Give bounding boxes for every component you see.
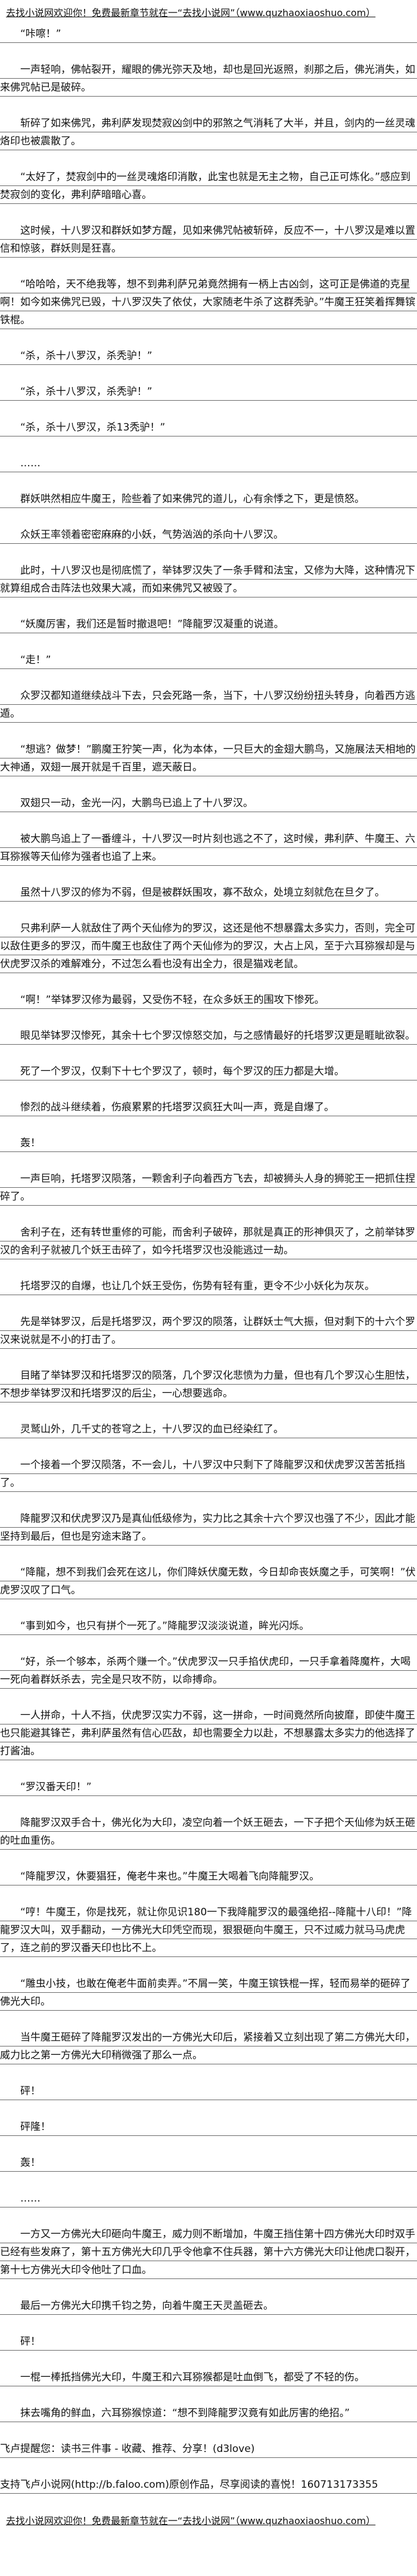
paragraph: …… (0, 454, 417, 472)
footer-support: 支持飞卢小说网(http://b.faloo.com)原创作品，尽享阅读的喜悦！… (0, 2476, 417, 2494)
site-banner-link-bottom[interactable]: 去找小说网欢迎你！免费最新章节就在一“去找小说网”（www.quzhaoxiao… (6, 2515, 376, 2527)
paragraph: 砰！ (0, 2082, 417, 2100)
paragraph: “杀，杀十八罗汉，杀秃驴！” (0, 347, 417, 365)
paragraph: 一人拼命，十人不挡，伏虎罗汉实力不弱，这一拼命，一时间竟然所向披靡，即使牛魔王也… (0, 1707, 417, 1760)
chapter-content: “咔嚓！” 一声轻响，佛帖裂开，耀眼的佛光弥天及地，却也是回光返照，刹那之后，佛光… (0, 25, 417, 2422)
paragraph: 一声巨响，托塔罗汉陨落，一颗舍利子向着西方飞去，却被狮头人身的狮驼王一把抓住捏碎… (0, 1170, 417, 1206)
paragraph: 舍利子在，还有转世重修的可能，而舍利子破碎，那就是真正的形神俱灭了，之前举钵罗汉… (0, 1224, 417, 1259)
paragraph: “降龍，想不到我们会死在这儿，你们降妖伏魔无数，今日却命丧妖魔之手，可笑啊！”伏… (0, 1563, 417, 1599)
paragraph: “雕虫小技，也敢在俺老牛面前卖弄。”不屑一笑，牛魔王镔铁棍一挥，轻而易举的砸碎了… (0, 1975, 417, 2011)
paragraph: 只弗利萨一人就敌住了两个天仙修为的罗汉，这还是他不想暴露太多实力，否则，完全可以… (0, 919, 417, 973)
paragraph: 目睹了举钵罗汉和托塔罗汉的陨落，几个罗汉化悲愤为力量，但也有几个罗汉心生胆怯，不… (0, 1367, 417, 1402)
paragraph: “好，杀一个够本，杀两个赚一个。”伏虎罗汉一只手掐伏虎印，一只手拿着降魔杵，大喝… (0, 1653, 417, 1689)
paragraph: 此时，十八罗汉也是彻底慌了，举钵罗汉失了一条手臂和法宝，又修为大降，这种情况下就… (0, 562, 417, 597)
paragraph: 托塔罗汉的自爆，也让几个妖王受伤，伤势有轻有重，更令不少小妖化为灰灰。 (0, 1277, 417, 1295)
paragraph: 灵鹫山外，几千丈的苍穹之上，十八罗汉的血已经染红了。 (0, 1420, 417, 1438)
paragraph: “想逃？做梦！”鹏魔王狞笑一声，化为本体，一只巨大的金翅大鹏鸟，又施展法天相地的… (0, 741, 417, 776)
paragraph: 降龍罗汉和伏虎罗汉乃是真仙低级修为，实力比之其余十六个罗汉也强了不少，因此才能坚… (0, 1510, 417, 1546)
paragraph: 最后一方佛光大印携千钧之势，向着牛魔王天灵盖砸去。 (0, 2297, 417, 2315)
paragraph: 当牛魔王砸碎了降龍罗汉发出的一方佛光大印后，紧接着又立刻出现了第二方佛光大印，威… (0, 2029, 417, 2064)
paragraph: 一个接着一个罗汉陨落，不一会儿，十八罗汉中只剩下了降龍罗汉和伏虎罗汉苦苦抵挡了。 (0, 1456, 417, 1492)
paragraph: 先是举钵罗汉，后是托塔罗汉，两个罗汉的陨落，让群妖士气大振，但对剩下的十六个罗汉… (0, 1313, 417, 1349)
footer-reminder: 飞卢提醒您：读书三件事 - 收藏、推荐、分享！(d3love) (0, 2440, 417, 2458)
paragraph: 众妖王率领着密密麻麻的小妖，气势汹汹的杀向十八罗汉。 (0, 526, 417, 544)
site-banner-link-top[interactable]: 去找小说网欢迎你！免费最新章节就在一“去找小说网”（www.quzhaoxiao… (6, 7, 376, 18)
paragraph: 一方又一方佛光大印砸向牛魔王，威力则不断增加，牛魔王挡住第十四方佛光大印时双手已… (0, 2225, 417, 2279)
paragraph: “杀，杀十八罗汉，杀秃驴！” (0, 383, 417, 401)
paragraph: “哼！牛魔王，你是找死，就让你见识180一下我降龍罗汉的最强绝招--降龍十八印！… (0, 1903, 417, 1957)
paragraph: “杀，杀十八罗汉，杀13秃驴！” (0, 419, 417, 436)
paragraph: 降龍罗汉双手合十，佛光化为大印，凌空向着一个妖王砸去，一下子把个天仙修为妖王砸的… (0, 1814, 417, 1850)
paragraph: 一棍一棒抵挡佛光大印，牛魔王和六耳猕猴都是吐血倒飞，都受了不轻的伤。 (0, 2368, 417, 2386)
paragraph: 轰！ (0, 1134, 417, 1152)
paragraph: 被大鹏鸟追上了一番缠斗，十八罗汉一时片刻也逃之不了，这时候，弗利萨、牛魔王、六耳… (0, 830, 417, 866)
paragraph: 死了一个罗汉，仅剩下十七个罗汉了，顿时，每个罗汉的压力都是大增。 (0, 1063, 417, 1080)
paragraph: 眼见举钵罗汉惨死，其余十七个罗汉惊怒交加，与之感情最好的托塔罗汉更是睚眦欲裂。 (0, 1027, 417, 1045)
paragraph: “哈哈哈，天不绝我等，想不到弗利萨兄弟竟然拥有一柄上古凶剑，这可正是佛道的克星啊… (0, 275, 417, 329)
paragraph: 众罗汉都知道继续战斗下去，只会死路一条，当下，十八罗汉纷纷扭头转身，向着西方逃遁… (0, 687, 417, 723)
paragraph: “妖魔厉害，我们还是暂时撤退吧！”降龍罗汉凝重的说道。 (0, 615, 417, 633)
paragraph: “太好了，焚寂剑中的一丝灵魂烙印消散，此宝也就是无主之物，自己正可炼化。”感应到… (0, 168, 417, 204)
paragraph: 轰！ (0, 2154, 417, 2172)
paragraph: “罗汉番天印！” (0, 1778, 417, 1796)
paragraph: 抹去嘴角的鲜血，六耳猕猴惊道：“想不到降龍罗汉竟有如此厉害的绝招。” (0, 2404, 417, 2422)
paragraph: 砰！ (0, 2333, 417, 2351)
paragraph: “啊！”举钵罗汉修为最弱，又受伤不轻，在众多妖王的围攻下惨死。 (0, 991, 417, 1009)
paragraph: 斩碎了如来佛咒，弗利萨发现焚寂凶剑中的邪煞之气消耗了大半，并且，剑内的一丝灵魂烙… (0, 114, 417, 150)
paragraph: 一声轻响，佛帖裂开，耀眼的佛光弥天及地，却也是回光返照，刹那之后，佛光消失，如来… (0, 61, 417, 97)
paragraph: “走！” (0, 651, 417, 669)
paragraph: 砰隆！ (0, 2118, 417, 2136)
paragraph: “事到如今，也只有拼个一死了。”降龍罗汉淡淡说道，眸光闪烁。 (0, 1617, 417, 1635)
paragraph: 这时候，十八罗汉和群妖如梦方醒，见如来佛咒帖被斩碎，反应不一，十八罗汉是难以置信… (0, 222, 417, 258)
paragraph: 群妖哄然相应牛魔王，险些着了如来佛咒的道儿，心有余悸之下，更是愤怒。 (0, 490, 417, 508)
paragraph: 虽然十八罗汉的修为不弱，但是被群妖围攻，寡不敌众，处境立刻就危在旦夕了。 (0, 884, 417, 902)
paragraph: 惨烈的战斗继续着，伤痕累累的托塔罗汉疯狂大叫一声，竟是自爆了。 (0, 1098, 417, 1116)
paragraph: “咔嚓！” (0, 25, 417, 43)
paragraph: …… (0, 2190, 417, 2207)
paragraph: “降龍罗汉，休要猖狂，俺老牛来也。”牛魔王大喝着飞向降龍罗汉。 (0, 1868, 417, 1885)
paragraph: 双翅只一动，金光一闪，大鹏鸟已追上了十八罗汉。 (0, 794, 417, 812)
